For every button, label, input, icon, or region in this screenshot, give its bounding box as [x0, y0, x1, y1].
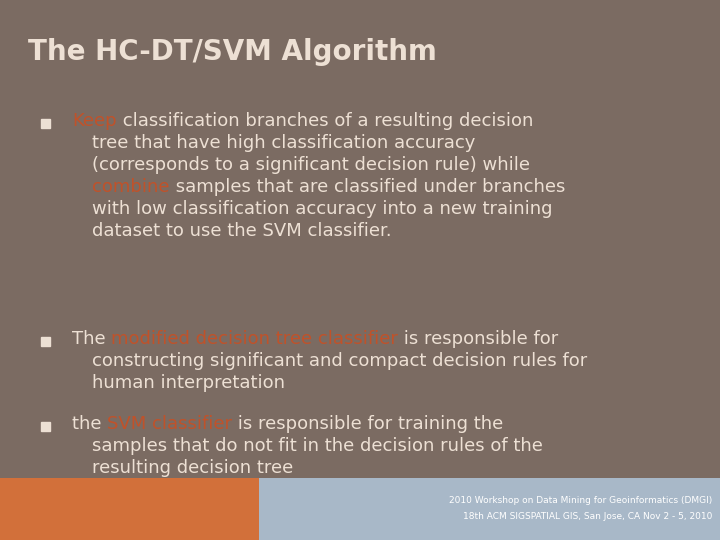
Bar: [259, 478, 720, 540]
Text: dataset to use the SVM classifier.: dataset to use the SVM classifier.: [92, 222, 392, 240]
Text: modified decision tree classifier: modified decision tree classifier: [112, 330, 398, 348]
Bar: [40, 336, 50, 346]
Text: The: The: [72, 330, 112, 348]
Text: classification branches of a resulting decision: classification branches of a resulting d…: [117, 112, 533, 130]
Bar: [40, 422, 50, 430]
Text: tree that have high classification accuracy: tree that have high classification accur…: [92, 134, 475, 152]
Bar: [0, 478, 259, 540]
Text: resulting decision tree: resulting decision tree: [92, 459, 293, 477]
Text: human interpretation: human interpretation: [92, 374, 285, 392]
Text: with low classification accuracy into a new training: with low classification accuracy into a …: [92, 200, 552, 218]
Bar: [40, 118, 50, 127]
Text: combine: combine: [92, 178, 169, 196]
Text: (corresponds to a significant decision rule) while: (corresponds to a significant decision r…: [92, 156, 530, 174]
Text: The HC-DT/SVM Algorithm: The HC-DT/SVM Algorithm: [28, 38, 437, 66]
Text: the: the: [72, 415, 107, 433]
Text: 18th ACM SIGSPATIAL GIS, San Jose, CA Nov 2 - 5, 2010: 18th ACM SIGSPATIAL GIS, San Jose, CA No…: [463, 512, 712, 521]
Text: constructing significant and compact decision rules for: constructing significant and compact dec…: [92, 352, 588, 370]
Text: is responsible for: is responsible for: [398, 330, 559, 348]
Text: is responsible for training the: is responsible for training the: [233, 415, 503, 433]
Text: samples that do not fit in the decision rules of the: samples that do not fit in the decision …: [92, 437, 543, 455]
Text: 2010 Workshop on Data Mining for Geoinformatics (DMGI): 2010 Workshop on Data Mining for Geoinfo…: [449, 496, 712, 505]
Text: Keep: Keep: [72, 112, 117, 130]
Text: SVM classifier: SVM classifier: [107, 415, 233, 433]
Text: samples that are classified under branches: samples that are classified under branch…: [169, 178, 565, 196]
